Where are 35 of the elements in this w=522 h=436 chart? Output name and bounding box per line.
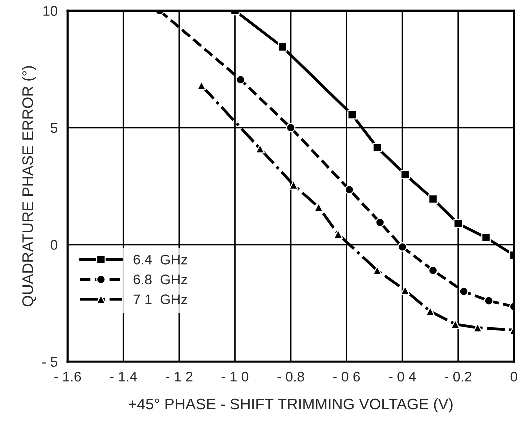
point <box>372 143 382 152</box>
point <box>256 144 266 154</box>
legend-label: 6.4 GHz <box>134 254 188 265</box>
y-axis-title: QUADRATURE PHASE ERROR (°) <box>22 66 36 307</box>
point <box>484 296 494 306</box>
x-tick-label: - 1 0 <box>222 372 249 382</box>
point <box>376 218 385 228</box>
point <box>482 233 491 243</box>
x-tick-label: - 0.8 <box>278 372 304 382</box>
point <box>400 170 410 180</box>
x-tick-label: - 0.2 <box>445 372 472 382</box>
x-tick-label: - 0 4 <box>389 372 416 382</box>
point <box>236 75 246 85</box>
y-tick-label: - 5 <box>42 357 58 368</box>
y-tick-label: 10 <box>44 6 58 16</box>
x-tick-label: - 0 6 <box>334 372 360 382</box>
point <box>459 286 469 296</box>
legend-label: 7 1 GHz <box>134 294 188 305</box>
point <box>348 110 358 120</box>
point <box>334 230 344 240</box>
point <box>286 123 296 133</box>
x-axis-title: +45° PHASE - SHIFT TRIMMING VOLTAGE (V) <box>129 398 453 413</box>
point <box>398 242 408 252</box>
y-tick-label: 5 <box>50 123 58 134</box>
y-tick-label: 0 <box>50 240 58 250</box>
x-tick-label: - 1.6 <box>54 372 82 382</box>
point <box>344 185 354 195</box>
point <box>454 219 464 229</box>
x-tick-label: - 1.4 <box>110 372 138 382</box>
x-tick-label: - 1 2 <box>166 372 193 382</box>
point <box>428 194 438 204</box>
x-tick-label: 0 <box>510 372 518 382</box>
legend-label: 6.8 GHz <box>134 274 188 285</box>
point <box>278 42 288 52</box>
point <box>428 266 438 276</box>
